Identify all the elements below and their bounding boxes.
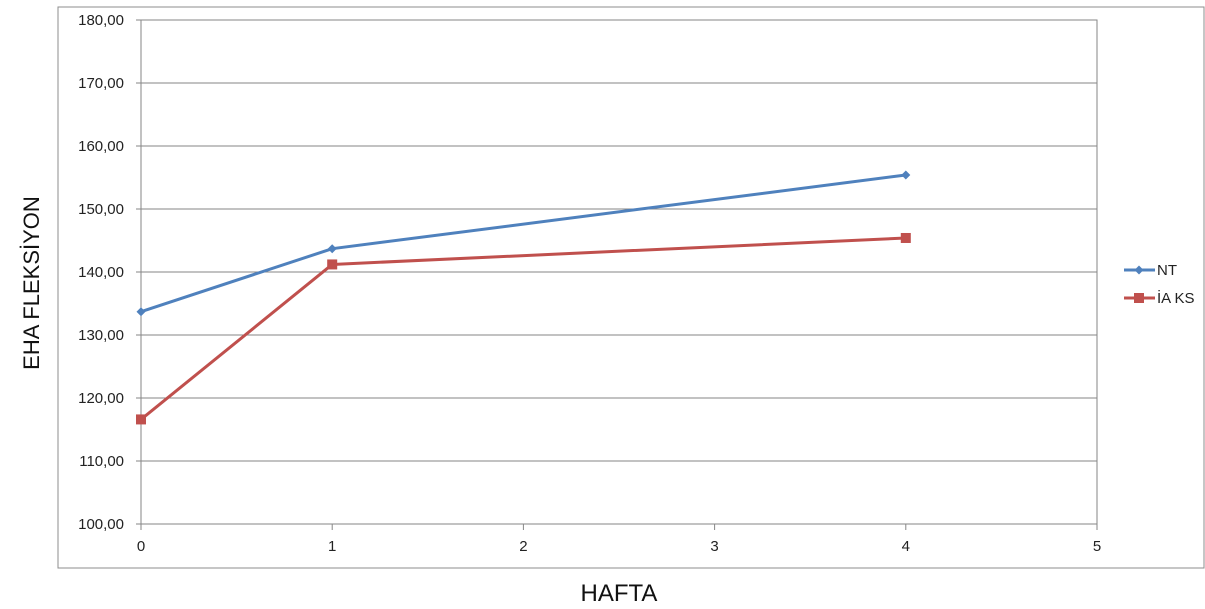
y-axis-ticks: 100,00 110,00 120,00 130,00 140,00 150,00 160,…: [78, 12, 141, 533]
x-axis-title: HAFTA: [581, 580, 658, 607]
y-tick-label: 110,00: [79, 453, 124, 470]
series: [136, 170, 911, 425]
y-tick-label: 180,00: [78, 12, 124, 29]
data-point: [136, 307, 146, 317]
x-tick-label: 2: [519, 538, 527, 555]
x-tick-label: 3: [710, 538, 718, 555]
y-tick-label: 140,00: [78, 264, 124, 281]
y-tick-label: 150,00: [78, 201, 124, 218]
y-tick-label: 100,00: [78, 516, 124, 533]
legend-item: NT: [1124, 262, 1177, 279]
data-point: [900, 232, 911, 243]
data-point: [136, 414, 146, 425]
legend-marker: [1134, 293, 1144, 303]
x-tick-label: 1: [328, 538, 336, 555]
x-axis-ticks: 0 1 2 3 4 5: [137, 524, 1101, 555]
gridlines: [141, 82, 1097, 462]
series-nt: [136, 170, 911, 317]
legend-label: NT: [1157, 262, 1177, 279]
legend-label: İA KS: [1157, 289, 1195, 307]
x-tick-label: 0: [137, 538, 145, 555]
series-i-a-ks: [136, 232, 911, 425]
data-point: [327, 259, 338, 270]
legend-marker: [1134, 265, 1144, 275]
legend-item: İA KS: [1124, 289, 1195, 307]
x-tick-label: 4: [902, 538, 910, 555]
data-point: [901, 170, 911, 180]
chart-area-border: [57, 6, 1205, 569]
y-tick-label: 120,00: [78, 390, 124, 407]
y-axis-title: EHA FLEKSİYON: [19, 196, 44, 370]
x-tick-label: 5: [1093, 538, 1101, 555]
y-tick-label: 160,00: [78, 138, 124, 155]
y-tick-label: 170,00: [78, 75, 124, 92]
data-point: [327, 244, 337, 254]
y-tick-label: 130,00: [78, 327, 124, 344]
legend: NT İA KS: [1124, 262, 1195, 307]
